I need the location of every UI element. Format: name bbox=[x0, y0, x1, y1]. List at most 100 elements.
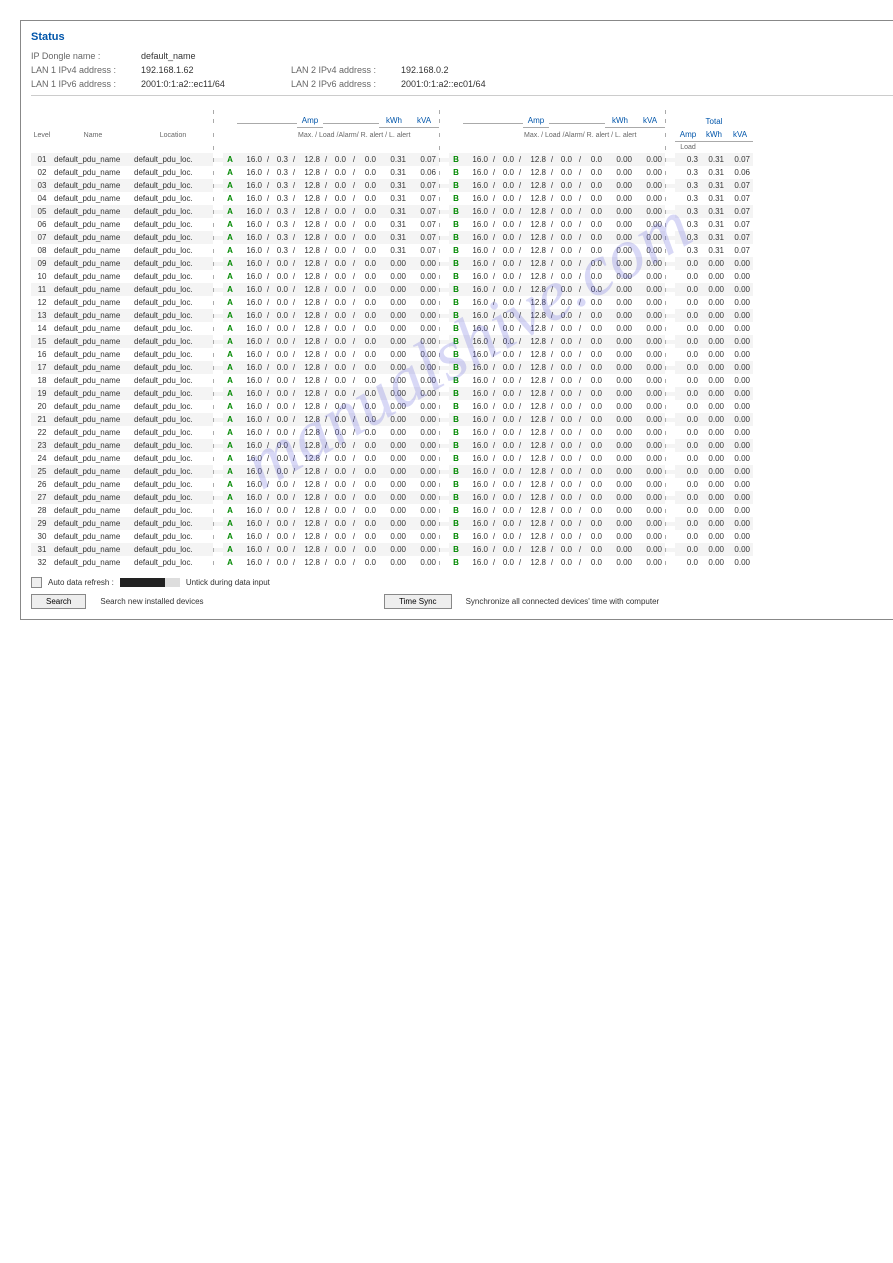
table-cell: 0.3 bbox=[271, 192, 291, 205]
table-cell: 16.0 bbox=[463, 166, 491, 179]
table-cell: 0.0 bbox=[555, 231, 575, 244]
table-cell: 0.0 bbox=[271, 413, 291, 426]
table-cell: / bbox=[575, 257, 585, 270]
search-button[interactable]: Search bbox=[31, 594, 86, 609]
table-cell: 0.00 bbox=[605, 335, 635, 348]
table-cell: 0.0 bbox=[585, 452, 605, 465]
table-cell: 12.8 bbox=[523, 517, 549, 530]
phase-b: B bbox=[449, 452, 463, 465]
table-cell: 0.00 bbox=[635, 348, 665, 361]
location-cell: default_pdu_loc. bbox=[133, 348, 213, 361]
location-cell: default_pdu_loc. bbox=[133, 335, 213, 348]
level-cell: 15 bbox=[31, 335, 53, 348]
table-cell: 0.0 bbox=[585, 530, 605, 543]
table-cell bbox=[213, 249, 223, 253]
table-cell: 0.0 bbox=[555, 517, 575, 530]
column-header: kVA bbox=[409, 114, 439, 128]
table-cell: 0.3 bbox=[675, 218, 701, 231]
table-cell: 0.00 bbox=[701, 504, 727, 517]
table-cell: 0.0 bbox=[585, 322, 605, 335]
auto-refresh-checkbox[interactable] bbox=[31, 577, 42, 588]
table-cell: 0.00 bbox=[635, 530, 665, 543]
table-cell: 0.00 bbox=[727, 465, 753, 478]
table-cell: 0.0 bbox=[329, 192, 349, 205]
table-cell: 16.0 bbox=[463, 374, 491, 387]
table-cell: / bbox=[349, 400, 359, 413]
location-cell: default_pdu_loc. bbox=[133, 374, 213, 387]
table-cell: 12.8 bbox=[523, 283, 549, 296]
table-cell: 12.8 bbox=[523, 166, 549, 179]
table-cell: 0.00 bbox=[635, 361, 665, 374]
phase-a: A bbox=[223, 491, 237, 504]
table-cell: 0.0 bbox=[271, 361, 291, 374]
table-cell: 0.00 bbox=[409, 452, 439, 465]
table-cell: 0.0 bbox=[497, 517, 517, 530]
table-cell: 12.8 bbox=[297, 192, 323, 205]
column-header bbox=[349, 119, 359, 124]
location-cell: default_pdu_loc. bbox=[133, 478, 213, 491]
table-cell: 0.0 bbox=[555, 452, 575, 465]
table-cell: 0.0 bbox=[359, 478, 379, 491]
table-cell: 0.00 bbox=[605, 400, 635, 413]
table-cell: 0.0 bbox=[585, 153, 605, 166]
name-cell: default_pdu_name bbox=[53, 205, 133, 218]
table-cell: 0.00 bbox=[701, 400, 727, 413]
phase-b: B bbox=[449, 153, 463, 166]
phase-a: A bbox=[223, 205, 237, 218]
table-cell: / bbox=[575, 205, 585, 218]
table-cell: 0.00 bbox=[635, 465, 665, 478]
table-cell: 0.00 bbox=[379, 322, 409, 335]
table-cell: 0.00 bbox=[727, 257, 753, 270]
table-cell: 0.0 bbox=[359, 153, 379, 166]
table-cell: 0.0 bbox=[329, 296, 349, 309]
table-cell: 0.0 bbox=[329, 517, 349, 530]
table-cell: 0.00 bbox=[379, 361, 409, 374]
table-cell bbox=[213, 483, 223, 487]
table-cell: 12.8 bbox=[523, 244, 549, 257]
table-cell: 0.0 bbox=[497, 296, 517, 309]
table-cell: 0.0 bbox=[585, 543, 605, 556]
table-cell: 0.00 bbox=[379, 504, 409, 517]
column-subheader bbox=[585, 133, 605, 137]
table-cell: / bbox=[349, 192, 359, 205]
table-cell: 0.07 bbox=[409, 179, 439, 192]
table-cell: 0.0 bbox=[329, 413, 349, 426]
table-cell: 0.0 bbox=[555, 387, 575, 400]
untick-label: Untick during data input bbox=[186, 578, 270, 587]
table-cell: 16.0 bbox=[237, 543, 265, 556]
table-cell: 0.0 bbox=[675, 387, 701, 400]
timesync-button[interactable]: Time Sync bbox=[384, 594, 452, 609]
table-cell: 16.0 bbox=[463, 153, 491, 166]
table-cell: / bbox=[349, 452, 359, 465]
table-cell: 0.00 bbox=[635, 387, 665, 400]
table-cell: / bbox=[575, 543, 585, 556]
table-cell: 0.0 bbox=[555, 192, 575, 205]
table-cell: 0.00 bbox=[409, 530, 439, 543]
column-header bbox=[359, 119, 379, 124]
table-cell: 0.00 bbox=[379, 270, 409, 283]
table-cell: 16.0 bbox=[237, 244, 265, 257]
column-subheader: Name bbox=[53, 130, 133, 141]
level-cell: 03 bbox=[31, 179, 53, 192]
table-cell: / bbox=[575, 335, 585, 348]
table-cell bbox=[439, 548, 449, 552]
table-cell: 0.0 bbox=[497, 335, 517, 348]
table-cell: / bbox=[575, 270, 585, 283]
table-cell: 0.00 bbox=[635, 335, 665, 348]
table-cell: 0.00 bbox=[701, 270, 727, 283]
table-cell: 0.00 bbox=[379, 517, 409, 530]
table-cell: 0.31 bbox=[379, 244, 409, 257]
table-cell: 0.00 bbox=[701, 413, 727, 426]
table-cell: / bbox=[349, 426, 359, 439]
table-cell: 0.3 bbox=[271, 205, 291, 218]
table-cell: 0.00 bbox=[727, 374, 753, 387]
table-cell: 0.00 bbox=[605, 387, 635, 400]
table-cell: 0.00 bbox=[379, 556, 409, 569]
level-cell: 16 bbox=[31, 348, 53, 361]
table-cell: 0.0 bbox=[555, 166, 575, 179]
table-cell: 0.00 bbox=[635, 153, 665, 166]
table-cell: / bbox=[575, 439, 585, 452]
table-cell bbox=[665, 496, 675, 500]
table-cell: 0.0 bbox=[271, 556, 291, 569]
table-cell bbox=[439, 405, 449, 409]
